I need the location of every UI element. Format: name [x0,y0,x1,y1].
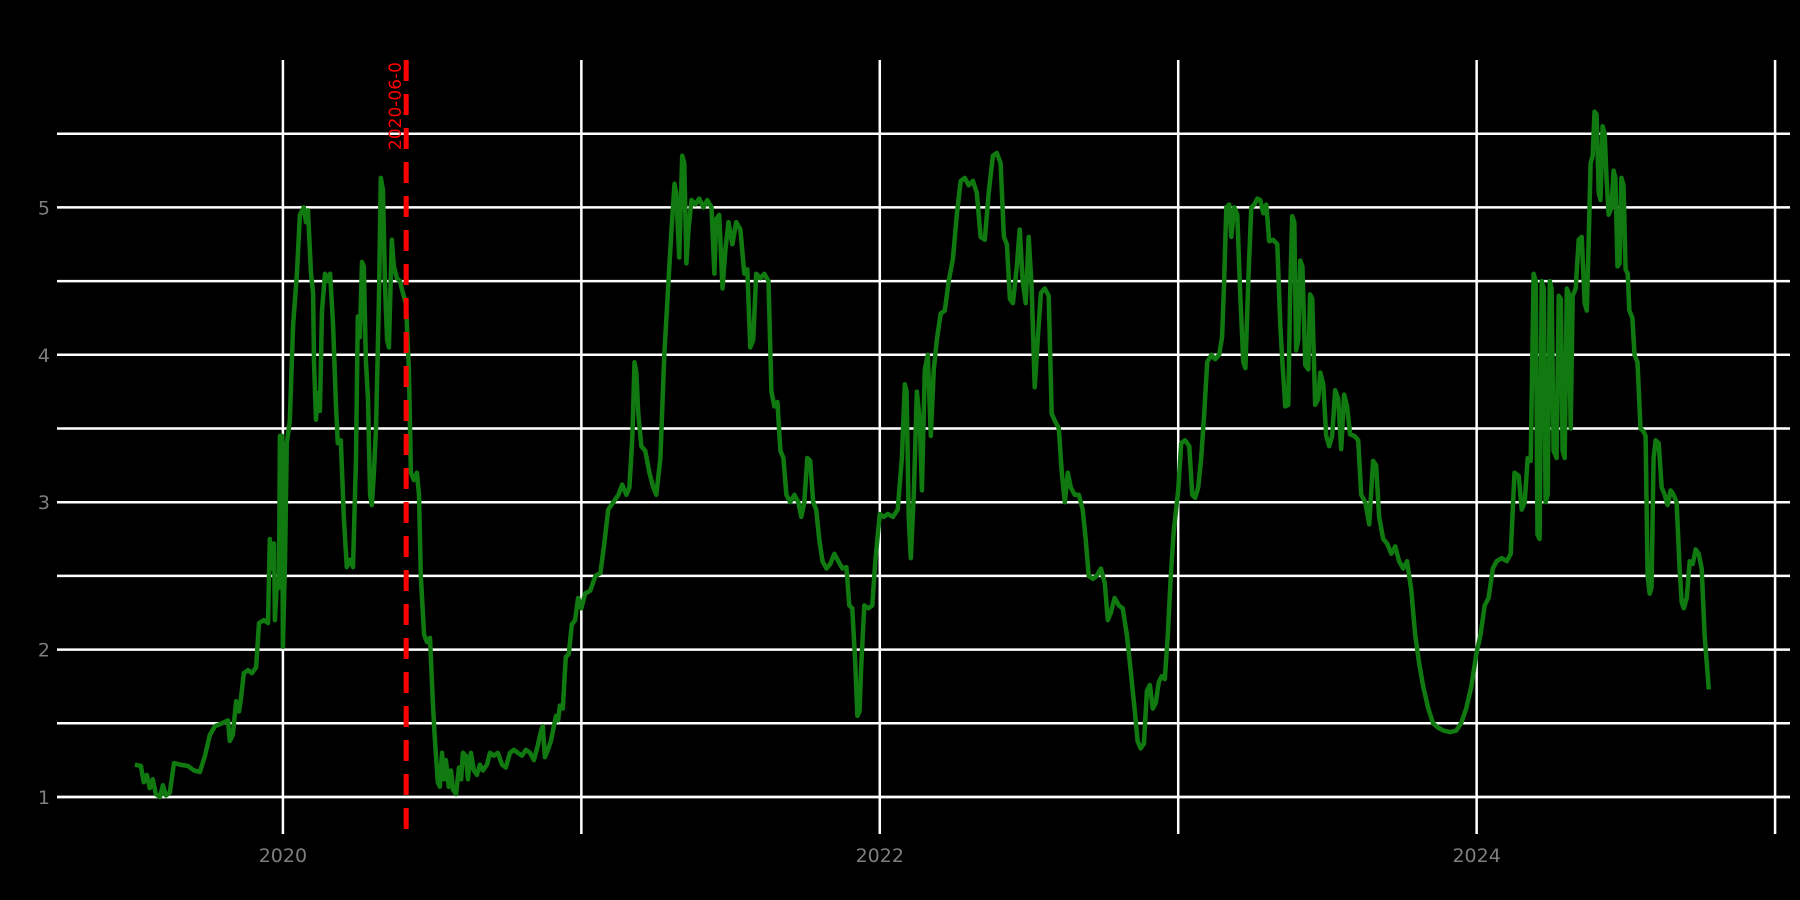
y-tick-label: 4 [38,345,50,367]
series-value [134,109,1712,800]
x-tick-labels: 2020 2022 2024 [259,845,1501,867]
y-tick-label: 3 [38,492,50,514]
y-tick-label: 1 [38,787,50,809]
y-tick-labels: 1 2 3 4 5 [38,197,50,809]
vertical-gridlines [281,60,1777,797]
event-vline-label: 2020-06-0 [386,62,406,150]
x-tick-label: 2022 [856,845,904,867]
x-tick-label: 2020 [259,845,307,867]
x-axis-ticks [281,797,1777,834]
y-tick-label: 5 [38,197,50,219]
x-tick-label: 2024 [1452,845,1500,867]
y-tick-label: 2 [38,640,50,662]
event-date-label: 2020-06-0 [386,62,406,150]
data-series-line [134,109,1712,800]
